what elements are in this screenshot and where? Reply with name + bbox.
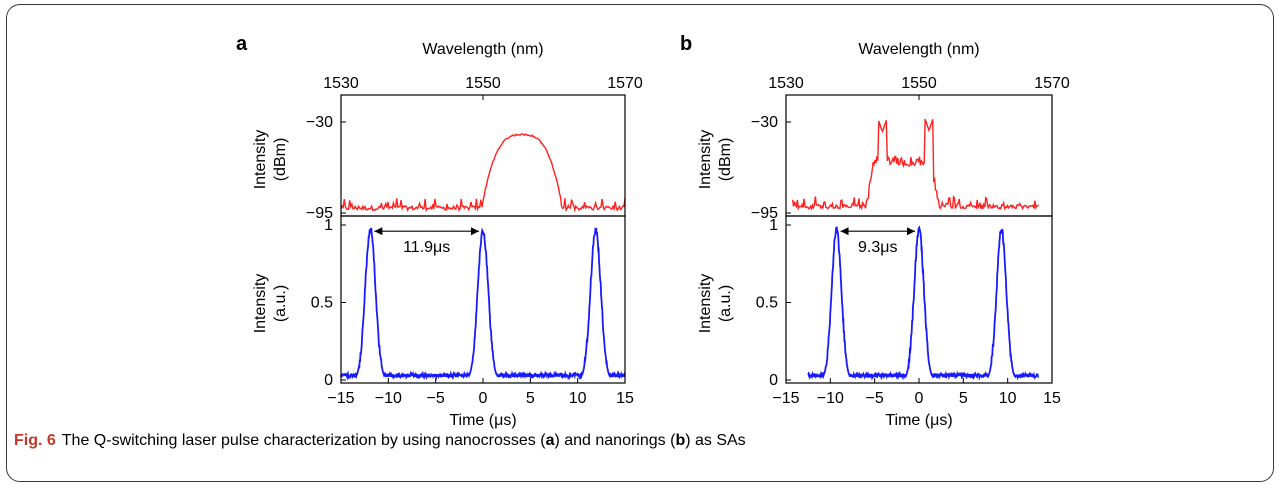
panel-b-pulse-ytick-label: 0: [769, 372, 778, 389]
panel-a-arrow-head-right: [471, 227, 479, 236]
caption-text-2: ) and nanorings (: [554, 432, 676, 449]
panel-b-pulse-ytick-label: 0.5: [756, 295, 778, 312]
panel-a-pulse-ytick-label: 1: [324, 217, 333, 234]
panel-b-spectrum-xlabel: Wavelength (nm): [858, 41, 979, 58]
panel-a-pulse-xlabel: Time (μs): [449, 412, 516, 429]
figure-number: Fig. 6: [14, 432, 56, 449]
panel-a-spectrum-line: [340, 133, 626, 213]
panel-b-spectrum-line: [791, 118, 1040, 211]
panel-a-pulse-xtick-label: 0: [479, 390, 488, 407]
panel-a-spectrum-ylabel-1: Intensity: [252, 130, 269, 190]
panel-a-pulse-xtick-label: 10: [569, 390, 587, 407]
panel-a-spectrum-xtick-label: 1570: [607, 75, 643, 92]
figure-caption: Fig. 6 The Q-switching laser pulse charac…: [14, 432, 746, 450]
panel-b-pulse-ytick-label: 1: [769, 217, 778, 234]
panel-b-interval-label: 9.3μs: [858, 239, 897, 256]
panel-b-pulse-xtick-label: −5: [866, 390, 884, 407]
panel-b-pulse-xtick-label: 0: [915, 390, 924, 407]
caption-text-1: The Q-switching laser pulse characteriza…: [61, 432, 546, 449]
panel-a-spectrum-ytick-label: −95: [306, 205, 333, 222]
panel-b-pulse-xtick-label: −15: [772, 390, 799, 407]
panel-b-pulse-ylabel-2: (a.u.): [717, 285, 734, 322]
panel-b-spectrum-ytick-label: −30: [751, 114, 778, 131]
panel-a-arrow-head-left: [374, 227, 383, 236]
panel-b-spectrum-xtick-label: 1550: [901, 75, 937, 92]
panel-b-pulse-xtick-label: 15: [1043, 390, 1061, 407]
panel-a-pulse-xtick-label: −10: [375, 390, 402, 407]
panel-b-spectrum-frame: [785, 94, 1053, 217]
panel-b-label: b: [680, 33, 692, 55]
caption-text-3: ) as SAs: [685, 432, 746, 449]
panel-b-arrow-head-left: [840, 227, 849, 236]
panel-b-pulse-xtick-label: 5: [959, 390, 968, 407]
panel-a-pulse-frame: [340, 215, 626, 384]
caption-ref-b: b: [675, 432, 686, 449]
panel-b-spectrum-xtick-label: 1530: [768, 75, 804, 92]
panel-a-pulse-ytick-label: 0.5: [311, 295, 333, 312]
panel-a-pulse-ylabel-1: Intensity: [252, 274, 269, 334]
panel-a-spectrum-ylabel-2: (dBm): [272, 138, 289, 182]
panel-b-spectrum-xtick-label: 1570: [1034, 75, 1070, 92]
panel-a-pulse-xtick-label: 5: [526, 390, 535, 407]
panel-b-spectrum-ytick-label: −95: [751, 205, 778, 222]
panel-b-pulse-ylabel-1: Intensity: [697, 274, 714, 334]
panel-a-spectrum-ytick-label: −30: [306, 114, 333, 131]
panel-b-pulse-xtick-label: −10: [817, 390, 844, 407]
panel-a-pulse-xtick-label: −15: [327, 390, 354, 407]
panel-b-arrow-head-right: [907, 227, 915, 236]
panel-a-pulse-ytick-label: 0: [324, 372, 333, 389]
panel-a-label: a: [236, 33, 248, 55]
panel-a-pulse-xtick-label: −5: [427, 390, 445, 407]
panel-a-interval-label: 11.9μs: [403, 239, 450, 256]
panel-a-spectrum-xlabel: Wavelength (nm): [422, 41, 543, 58]
panel-b-spectrum-ylabel-2: (dBm): [717, 138, 734, 182]
panel-b-pulse-xtick-label: 10: [999, 390, 1017, 407]
panel-b-pulse-frame: [785, 215, 1053, 384]
panel-a-pulse-ylabel-2: (a.u.): [272, 285, 289, 322]
panel-a-pulse-xtick-label: 15: [616, 390, 634, 407]
panel-b-pulse-trace: [807, 225, 1040, 381]
panel-b-spectrum-ylabel-1: Intensity: [697, 130, 714, 190]
caption-ref-a: a: [545, 432, 555, 449]
panel-b-pulse-xlabel: Time (μs): [885, 412, 952, 429]
figure-frame: [6, 4, 1274, 482]
panel-a-spectrum-xtick-label: 1550: [465, 75, 501, 92]
panel-a-pulse-trace: [340, 227, 626, 381]
panel-a-spectrum-xtick-label: 1530: [323, 75, 359, 92]
